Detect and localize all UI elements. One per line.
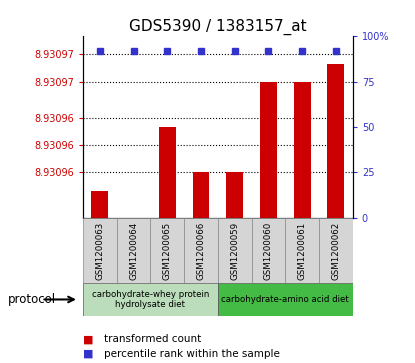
Text: percentile rank within the sample: percentile rank within the sample xyxy=(104,349,280,359)
Bar xyxy=(159,127,176,218)
Bar xyxy=(193,172,210,218)
Text: GSM1200060: GSM1200060 xyxy=(264,221,273,280)
Text: GSM1200061: GSM1200061 xyxy=(298,221,307,280)
Text: GSM1200062: GSM1200062 xyxy=(332,221,340,280)
Text: carbohydrate-whey protein
hydrolysate diet: carbohydrate-whey protein hydrolysate di… xyxy=(92,290,209,309)
Bar xyxy=(327,64,344,218)
Text: protocol: protocol xyxy=(8,293,56,306)
Text: GSM1200066: GSM1200066 xyxy=(197,221,205,280)
Bar xyxy=(83,283,218,316)
Text: GSM1200063: GSM1200063 xyxy=(95,221,104,280)
Bar xyxy=(226,172,243,218)
Text: GSM1200065: GSM1200065 xyxy=(163,221,172,280)
Bar xyxy=(286,218,319,283)
Text: GSM1200064: GSM1200064 xyxy=(129,221,138,280)
Bar xyxy=(251,218,286,283)
Bar xyxy=(319,218,353,283)
Bar xyxy=(218,218,251,283)
Bar xyxy=(294,82,310,218)
Text: carbohydrate-amino acid diet: carbohydrate-amino acid diet xyxy=(222,295,349,304)
Bar xyxy=(218,283,353,316)
Bar xyxy=(91,191,108,218)
Text: ■: ■ xyxy=(83,349,93,359)
Bar xyxy=(260,82,277,218)
Text: ■: ■ xyxy=(83,334,93,344)
Bar xyxy=(117,218,151,283)
Text: GSM1200059: GSM1200059 xyxy=(230,221,239,280)
Title: GDS5390 / 1383157_at: GDS5390 / 1383157_at xyxy=(129,19,307,35)
Bar xyxy=(151,218,184,283)
Bar xyxy=(83,218,117,283)
Text: transformed count: transformed count xyxy=(104,334,201,344)
Bar xyxy=(184,218,218,283)
